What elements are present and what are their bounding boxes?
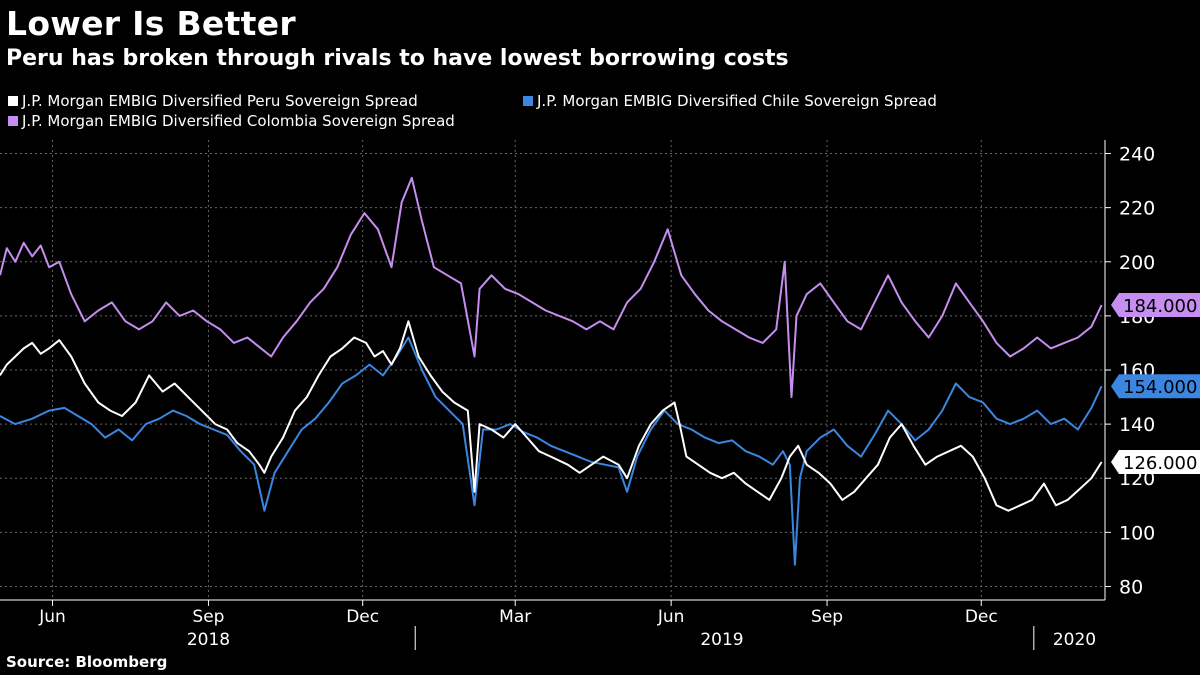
legend-swatch-peru [8,96,18,106]
colombia-line [0,176,1103,399]
peru-line [0,320,1103,512]
peru-last-value-tag: 126.000 [1123,453,1197,474]
year-label: 2020 [1053,630,1096,650]
legend-label-chile: J.P. Morgan EMBIG Diversified Chile Sove… [537,92,937,110]
peru-last-value-tag-bg [1111,450,1200,474]
legend-swatch-colombia [8,116,18,126]
x-tick-label: Jun [38,607,66,627]
y-tick-label: 200 [1119,252,1155,274]
x-tick-label: Dec [965,607,998,627]
chart-title: Lower Is Better [6,4,296,43]
y-tick-label: 140 [1119,414,1155,436]
chart-subtitle: Peru has broken through rivals to have l… [6,46,789,71]
legend-item-chile: J.P. Morgan EMBIG Diversified Chile Sove… [523,92,937,110]
x-tick-label: Sep [192,607,224,627]
y-tick-label: 220 [1119,198,1155,220]
y-tick-label: 100 [1119,522,1155,544]
year-label: 2019 [700,630,743,650]
legend-label-peru: J.P. Morgan EMBIG Diversified Peru Sover… [22,92,418,110]
source-note: Source: Bloomberg [6,653,168,671]
colombia-last-value-tag-bg [1111,293,1200,318]
x-tick-label: Jun [657,607,685,627]
colombia-last-value-tag: 184.000 [1123,296,1197,317]
chile-last-value-tag-bg [1111,374,1200,399]
y-tick-label: 240 [1119,144,1155,166]
year-label: 2018 [187,630,230,650]
legend-item-peru: J.P. Morgan EMBIG Diversified Peru Sover… [8,92,418,110]
x-tick-label: Dec [346,607,379,627]
x-tick-label: Mar [499,607,531,627]
legend-label-colombia: J.P. Morgan EMBIG Diversified Colombia S… [22,112,455,130]
chile-last-value-tag: 154.000 [1123,377,1197,398]
legend-item-colombia: J.P. Morgan EMBIG Diversified Colombia S… [8,112,455,130]
chile-line [0,336,1103,566]
x-tick-label: Sep [811,607,843,627]
legend-swatch-chile [523,96,533,106]
y-tick-label: 80 [1119,576,1143,598]
